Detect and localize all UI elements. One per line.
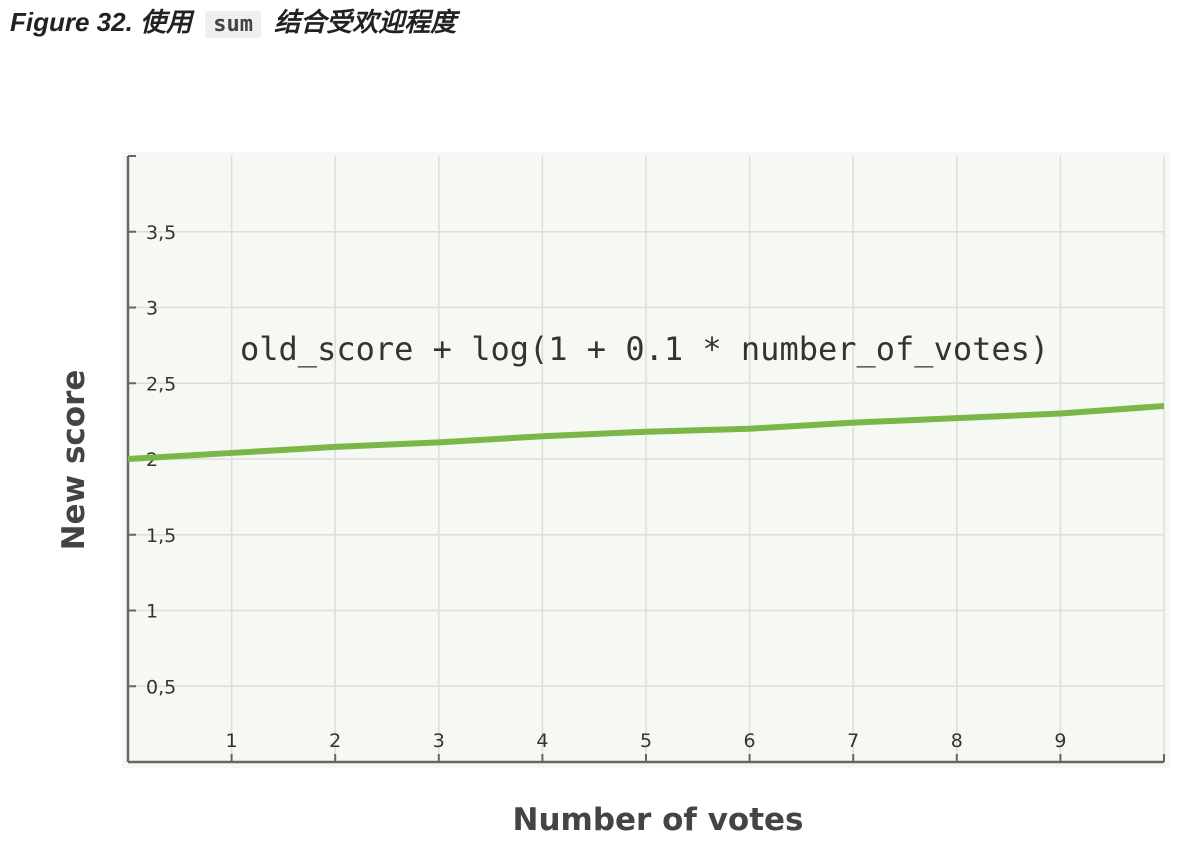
caption-prefix: Figure 32. 使用 (10, 7, 193, 37)
x-tick-label: 5 (640, 730, 652, 752)
caption-suffix: 结合受欢迎程度 (274, 7, 457, 37)
x-tick-label: 7 (847, 730, 859, 752)
figure-caption: Figure 32. 使用 sum 结合受欢迎程度 (10, 2, 456, 45)
y-axis-title: New score (56, 370, 92, 551)
x-tick-label: 3 (433, 730, 445, 752)
x-tick-label: 1 (226, 730, 238, 752)
ticks: 1 2 3 4 5 6 7 8 90,511,522,533,5 (128, 222, 1066, 762)
y-tick-label: 0,5 (146, 676, 176, 698)
y-tick-label: 3 (146, 298, 158, 320)
grid (128, 156, 1165, 762)
x-tick-label: 9 (1054, 730, 1066, 752)
y-tick-label: 3,5 (146, 222, 176, 244)
caption-code: sum (205, 11, 262, 38)
x-axis-title: Number of votes (513, 802, 804, 838)
y-tick-label: 2,5 (146, 373, 176, 395)
y-tick-label: 1,5 (146, 525, 176, 547)
x-tick-label: 2 (329, 730, 341, 752)
y-tick-label: 1 (146, 601, 158, 623)
formula-annotation: old_score + log(1 + 0.1 * number_of_vote… (240, 330, 1049, 368)
x-tick-label: 6 (744, 730, 756, 752)
x-tick-label: 8 (951, 730, 963, 752)
x-tick-label: 4 (536, 730, 548, 752)
series (127, 402, 1165, 462)
series-line (127, 402, 1165, 462)
